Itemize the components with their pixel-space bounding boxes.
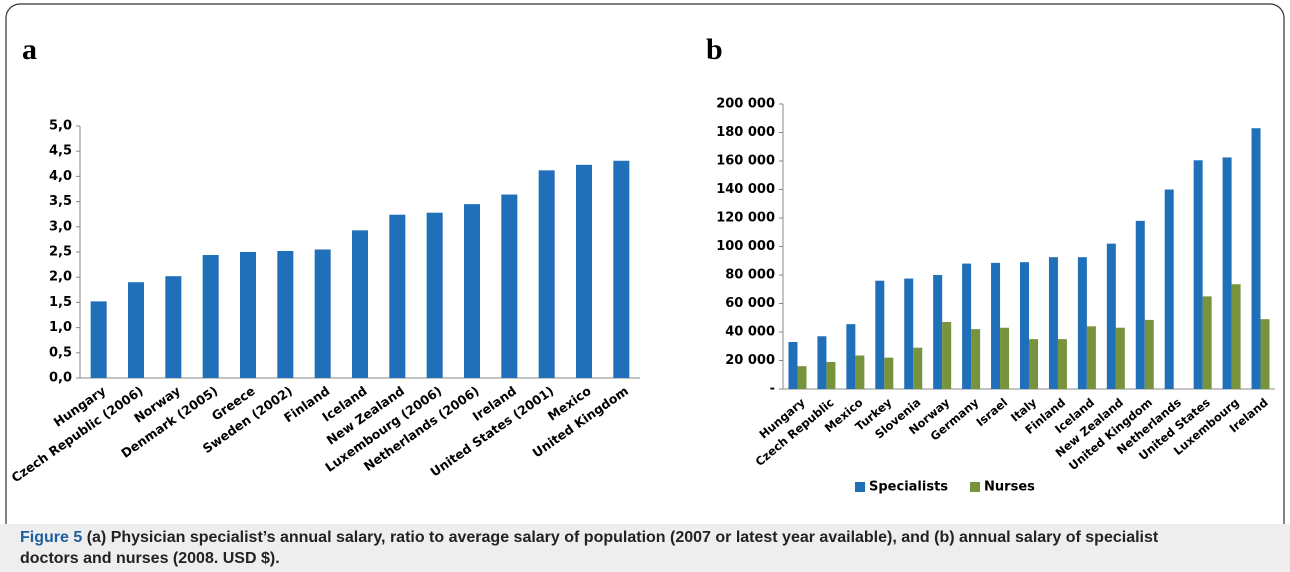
bar [613,160,630,378]
bar [855,355,865,389]
bar [1000,327,1010,389]
bar [1057,339,1067,389]
bar [913,347,923,389]
bar [884,357,894,389]
bar [1164,189,1174,389]
y-tick-label: 5,0 [49,119,72,134]
bar [1202,296,1212,389]
bar [1193,160,1203,389]
bar [971,329,981,389]
bar [942,322,952,389]
figure: a b 0,00,51,01,52,02,53,03,54,04,55,0Hun… [5,3,1285,524]
caption-text: (a) Physician specialist’s annual salary… [20,529,1159,567]
bar [90,301,107,378]
bar [788,341,798,389]
bar [904,278,914,389]
bar [817,336,827,389]
y-tick-label: 40 000 [725,325,775,340]
bar [202,255,219,378]
caption-band: Figure 5 (a) Physician specialist’s annu… [0,524,1290,572]
bar [165,276,182,378]
y-tick-label: 160 000 [716,154,775,169]
bar [1260,319,1270,389]
y-tick-label: 0,0 [49,371,72,386]
bar [389,214,406,378]
bar [875,280,885,389]
y-tick-label: 20 000 [725,353,775,368]
y-tick-label: 2,5 [49,245,72,260]
caption: Figure 5 (a) Physician specialist’s annu… [20,527,1160,569]
bar [1048,257,1058,389]
bar [1115,327,1125,389]
bar [1020,262,1029,389]
y-tick-label: 3,0 [49,219,72,234]
legend-swatch [855,482,865,492]
caption-label: Figure 5 [20,529,83,546]
bar [962,263,972,389]
y-tick-label: 100 000 [716,239,775,254]
bar [1222,157,1232,389]
legend-label: Specialists [869,480,948,495]
bar [826,361,836,389]
bar [501,194,518,378]
bar [576,164,592,378]
panel-label: b [706,33,723,66]
y-tick-label: - [770,382,775,397]
bar [277,250,294,378]
bar [797,366,807,389]
y-tick-label: 1,5 [49,295,72,310]
y-tick-label: 1,0 [49,320,72,335]
y-tick-label: 3,5 [49,194,72,209]
bar [991,262,1001,389]
panel-label: a [22,33,37,66]
bar [1135,220,1145,389]
bar [933,275,943,389]
y-tick-label: 200 000 [716,97,775,112]
legend-swatch [970,482,981,492]
y-tick-label: 60 000 [725,296,775,311]
bar [464,204,480,378]
bar [240,252,256,378]
bar [314,249,331,378]
y-tick-label: 80 000 [725,268,775,283]
figure-border [5,3,1285,524]
bar [352,230,368,378]
y-tick-label: 180 000 [716,125,775,140]
y-tick-label: 140 000 [716,182,775,197]
bar [426,212,443,378]
x-tick-label: Israel [973,395,1010,429]
bar [538,170,555,378]
bar [1251,128,1261,389]
bar [1077,257,1087,389]
bar [1144,319,1154,389]
bar [1231,284,1241,389]
legend-label: Nurses [984,480,1035,495]
bar [1029,339,1038,389]
y-tick-label: 2,0 [49,270,72,285]
y-tick-label: 4,0 [49,169,72,184]
y-tick-label: 120 000 [716,211,775,226]
bar [1106,243,1116,389]
bar [1086,326,1096,389]
bar [128,282,144,378]
y-tick-label: 0,5 [49,345,72,360]
bar [846,324,856,389]
y-tick-label: 4,5 [49,144,72,159]
